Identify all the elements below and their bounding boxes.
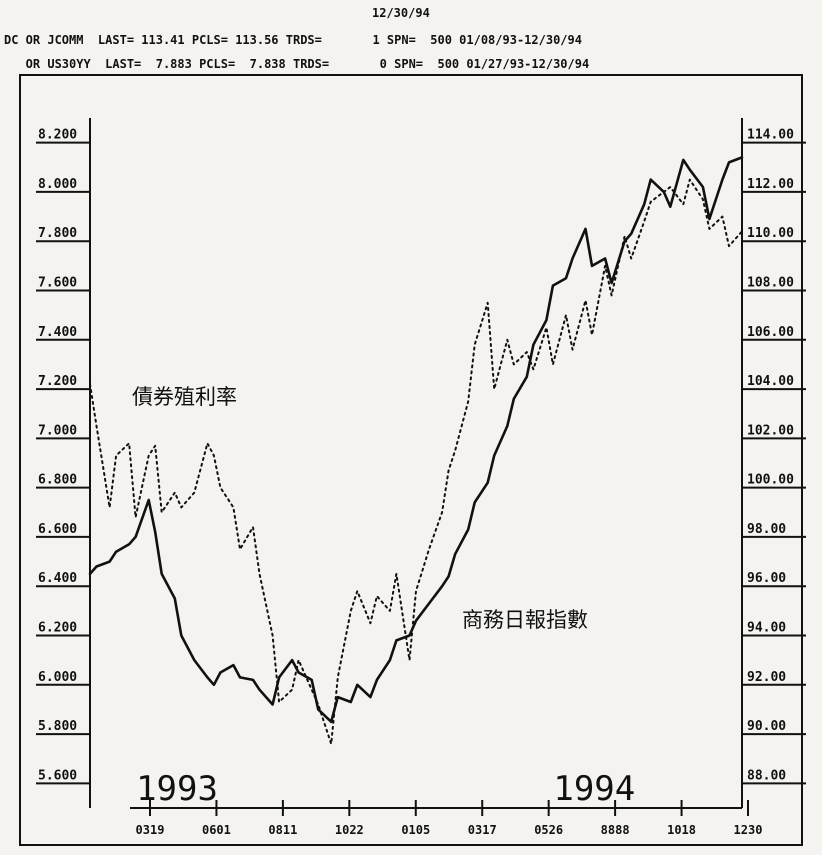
left-tick-label: 6.400 xyxy=(38,571,77,586)
right-tick-label: 100.00 xyxy=(747,473,794,488)
right-tick-label: 108.00 xyxy=(747,276,794,291)
x-axis: 0319 0601 0811 1022 0105 0317 0526 8888 1018 1230 xyxy=(136,800,763,837)
x-tick-label: 0601 xyxy=(202,823,231,837)
right-tick-label: 98.00 xyxy=(747,522,786,537)
year-label: 1993 xyxy=(136,769,218,809)
left-tick-label: 7.200 xyxy=(38,374,77,389)
right-tick-label: 90.00 xyxy=(747,719,786,734)
left-tick-label: 6.800 xyxy=(38,473,77,488)
right-tick-label: 92.00 xyxy=(747,670,786,685)
left-tick-label: 8.000 xyxy=(38,177,77,192)
left-tick-label: 8.200 xyxy=(38,128,77,143)
right-tick-label: 110.00 xyxy=(747,226,794,241)
left-tick-label: 7.600 xyxy=(38,276,77,291)
x-tick-label: 1230 xyxy=(734,823,763,837)
x-tick-label: 0526 xyxy=(534,823,563,837)
year-labels: 1993 1994 xyxy=(136,769,635,809)
right-tick-label: 96.00 xyxy=(747,571,786,586)
x-tick-label: 0105 xyxy=(401,823,430,837)
header-line-2: OR US30YY LAST= 7.883 PCLS= 7.838 TRDS= … xyxy=(4,57,589,71)
right-axis: 114.00 112.00 110.00 108.00 106.00 104.00 102.… xyxy=(742,128,806,785)
x-tick-label: 1022 xyxy=(335,823,364,837)
left-tick-label: 6.600 xyxy=(38,522,77,537)
header-date: 12/30/94 xyxy=(372,6,430,20)
right-tick-label: 114.00 xyxy=(747,128,794,143)
left-tick-label: 7.800 xyxy=(38,226,77,241)
right-tick-label: 102.00 xyxy=(747,423,794,438)
x-tick-label: 0319 xyxy=(136,823,165,837)
x-tick-label: 0317 xyxy=(468,823,497,837)
left-tick-label: 6.200 xyxy=(38,621,77,636)
header-line-1: DC OR JCOMM LAST= 113.41 PCLS= 113.56 TR… xyxy=(4,33,582,47)
right-tick-label: 106.00 xyxy=(747,325,794,340)
left-axis: 8.200 8.000 7.800 7.600 7.400 7.200 7.000 6.800… xyxy=(36,128,90,785)
left-tick-label: 5.800 xyxy=(38,719,77,734)
left-tick-label: 6.000 xyxy=(38,670,77,685)
series-line-jcomm-index xyxy=(88,156,744,724)
x-tick-label: 1018 xyxy=(667,823,696,837)
series-group xyxy=(88,156,744,745)
right-tick-label: 112.00 xyxy=(747,177,794,192)
right-tick-label: 94.00 xyxy=(747,621,786,636)
series-label-bond-yield: 債券殖利率 xyxy=(132,385,237,409)
left-tick-label: 5.600 xyxy=(38,768,77,783)
left-tick-label: 7.400 xyxy=(38,325,77,340)
right-tick-label: 88.00 xyxy=(747,768,786,783)
right-tick-label: 104.00 xyxy=(747,374,794,389)
series-line-bond-yield xyxy=(89,178,743,745)
plot-frame xyxy=(19,74,803,846)
series-label-jcomm-index: 商務日報指數 xyxy=(462,608,588,632)
year-label: 1994 xyxy=(553,769,635,809)
x-tick-label: 0811 xyxy=(268,823,297,837)
x-tick-label: 8888 xyxy=(601,823,630,837)
left-tick-label: 7.000 xyxy=(38,423,77,438)
